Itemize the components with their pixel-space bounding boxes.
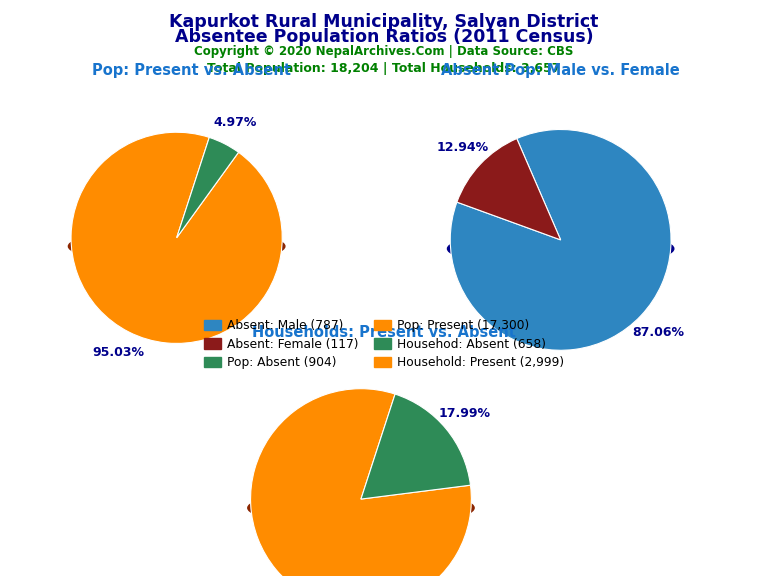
Text: Total Population: 18,204 | Total Households: 3,657: Total Population: 18,204 | Total Househo…: [207, 62, 561, 75]
Wedge shape: [71, 132, 282, 343]
Text: Absent Pop: Male vs. Female: Absent Pop: Male vs. Female: [442, 63, 680, 78]
Text: 4.97%: 4.97%: [214, 116, 257, 130]
Text: Kapurkot Rural Municipality, Salyan District: Kapurkot Rural Municipality, Salyan Dist…: [169, 13, 599, 31]
Wedge shape: [457, 139, 561, 240]
Legend: Absent: Male (787), Absent: Female (117), Pop: Absent (904), Pop: Present (17,30: Absent: Male (787), Absent: Female (117)…: [199, 314, 569, 374]
Text: Absentee Population Ratios (2011 Census): Absentee Population Ratios (2011 Census): [174, 28, 594, 46]
Wedge shape: [250, 389, 472, 576]
Ellipse shape: [248, 490, 474, 525]
Text: 87.06%: 87.06%: [633, 326, 685, 339]
Wedge shape: [450, 130, 671, 350]
Text: 95.03%: 95.03%: [92, 346, 144, 359]
Text: Pop: Present vs. Absent: Pop: Present vs. Absent: [92, 63, 292, 78]
Text: Copyright © 2020 NepalArchives.Com | Data Source: CBS: Copyright © 2020 NepalArchives.Com | Dat…: [194, 45, 574, 58]
Ellipse shape: [448, 231, 674, 266]
Text: 17.99%: 17.99%: [439, 407, 491, 420]
Ellipse shape: [68, 229, 285, 263]
Text: Households: Present vs. Absent: Households: Present vs. Absent: [252, 325, 516, 340]
Wedge shape: [361, 394, 471, 499]
Text: 12.94%: 12.94%: [436, 141, 488, 154]
Wedge shape: [177, 138, 239, 238]
